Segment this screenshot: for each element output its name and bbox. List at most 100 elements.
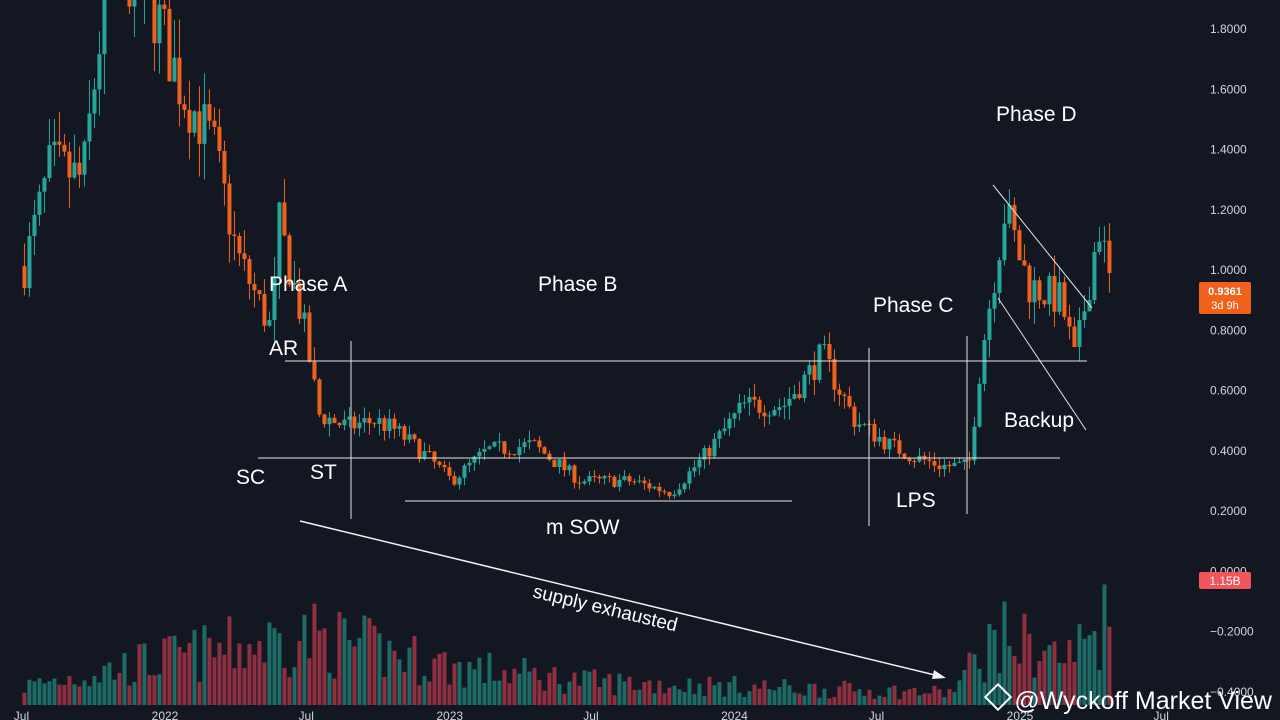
annotation-lines: [258, 184, 1093, 679]
volume-bar: [792, 692, 797, 705]
candle-body: [362, 418, 367, 423]
volume-bar: [22, 692, 27, 705]
volume-bar: [342, 618, 347, 705]
volume-bar: [242, 668, 247, 705]
volume-bar: [467, 661, 472, 705]
candle-body: [307, 312, 312, 362]
volume-bar: [852, 691, 857, 705]
candle-body: [387, 418, 392, 432]
volume-bar: [842, 680, 847, 705]
candle-body: [1107, 240, 1112, 274]
x-tick-label: 2022: [152, 709, 179, 720]
volume-bar: [397, 659, 402, 705]
volume-bar: [872, 698, 877, 705]
volume-bar: [272, 628, 277, 705]
volume-bar: [757, 688, 762, 705]
candle-body: [527, 440, 532, 443]
volume-bar: [977, 668, 982, 705]
price-axis[interactable]: 1.8000 1.6000 1.4000 1.2000 1.0000 0.8000 0.60…: [1210, 22, 1254, 699]
candle-body: [857, 424, 862, 427]
volume-bar: [632, 689, 637, 705]
candle-body: [47, 145, 52, 179]
volume-bar: [707, 676, 712, 705]
candle-body: [727, 418, 732, 429]
candle-body: [197, 111, 202, 144]
volume-bar: [507, 683, 512, 705]
time-axis[interactable]: Jul 2022 Jul 2023 Jul 2024 Jul 2025 Jul: [14, 709, 1169, 720]
candle-body: [952, 462, 957, 467]
volume-bar: [157, 674, 162, 705]
phase-d-label: Phase D: [996, 103, 1077, 126]
volume-bar: [587, 671, 592, 705]
candle-body: [262, 294, 267, 326]
volume-bar: [937, 689, 942, 705]
volume-bar: [942, 697, 947, 705]
candle-body: [762, 412, 767, 417]
volume-bar: [92, 675, 97, 705]
last-volume-value: 1.15B: [1209, 574, 1240, 588]
volume-bar: [442, 652, 447, 705]
ar-label: AR: [269, 337, 298, 360]
y-tick-label: 0.8000: [1210, 323, 1247, 337]
volume-bar: [722, 696, 727, 705]
candle-body: [247, 259, 252, 285]
volume-bar: [87, 686, 92, 705]
candle-body: [977, 383, 982, 427]
volume-bar: [337, 611, 342, 705]
candle-body: [907, 458, 912, 462]
volume-bar: [1012, 655, 1017, 705]
volume-bar: [177, 646, 182, 705]
volume-bar: [642, 681, 647, 705]
volume-bar: [1047, 645, 1052, 705]
volume-bar: [602, 678, 607, 705]
candle-body: [1077, 320, 1082, 348]
candle-body: [477, 451, 482, 457]
volume-bar: [322, 628, 327, 705]
candle-body: [457, 477, 462, 485]
volume-bar: [357, 638, 362, 705]
volume-bar: [67, 675, 72, 705]
candle-body: [902, 453, 907, 459]
st-label: ST: [310, 461, 337, 484]
candle-body: [797, 394, 802, 399]
volume-bar: [807, 683, 812, 705]
candle-body: [672, 494, 677, 497]
candle-body: [692, 467, 697, 472]
candle-body: [432, 451, 437, 462]
candle-body: [1017, 230, 1022, 261]
volume-bar: [727, 682, 732, 705]
x-tick-label: 2025: [1007, 709, 1034, 720]
volume-bar: [472, 669, 477, 705]
volume-bar: [892, 685, 897, 705]
volume-bar: [1042, 650, 1047, 705]
candle-body: [997, 260, 1002, 294]
candle-body: [287, 235, 292, 285]
y-tick-label: −0.2000: [1210, 625, 1254, 639]
candle-body: [1082, 311, 1087, 321]
volume-bar: [122, 653, 127, 705]
candle-body: [57, 141, 62, 145]
candle-body: [897, 440, 902, 454]
candle-body: [207, 104, 212, 121]
volume-bar: [717, 682, 722, 705]
candle-body: [127, 0, 132, 7]
volume-bar: [987, 623, 992, 705]
volume-bar: [422, 675, 427, 705]
volume-bar: [62, 685, 67, 705]
candle-body: [627, 476, 632, 482]
volume-bar: [647, 680, 652, 705]
watermark-text: @Wyckoff Market View: [1014, 687, 1272, 715]
volume-bar: [387, 640, 392, 705]
volume-bar: [737, 692, 742, 705]
volume-bar: [652, 693, 657, 705]
y-tick-label: 0.4000: [1210, 444, 1247, 458]
candle-body: [837, 389, 842, 395]
volume-bar: [637, 689, 642, 705]
candle-body: [232, 234, 237, 236]
volume-bar: [822, 688, 827, 705]
volume-bar: [662, 693, 667, 705]
volume-bar: [612, 695, 617, 705]
volume-bar: [597, 686, 602, 705]
volume-bar: [732, 676, 737, 705]
volume-bar: [862, 695, 867, 705]
